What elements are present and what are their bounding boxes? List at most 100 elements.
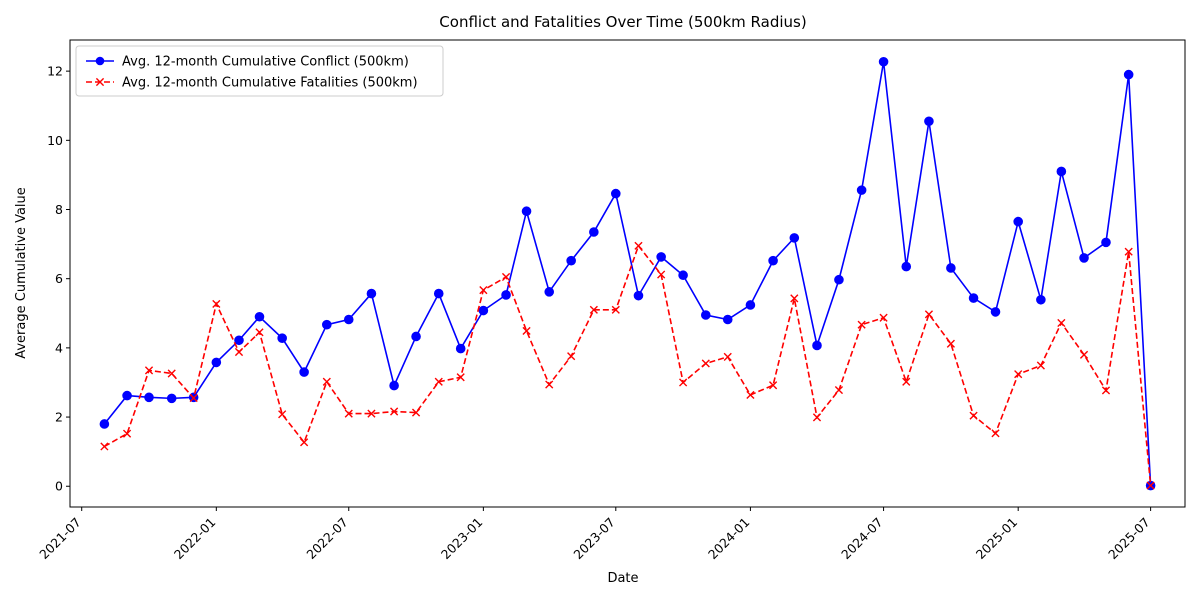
data-point-conflict xyxy=(768,255,778,266)
data-point-fatalities xyxy=(456,373,465,382)
data-point-conflict xyxy=(990,307,1001,317)
data-point-fatalities xyxy=(834,385,844,395)
data-point-fatalities xyxy=(411,408,421,417)
data-point-conflict xyxy=(433,288,444,299)
data-point-fatalities xyxy=(300,438,309,447)
data-point-conflict xyxy=(1079,253,1089,263)
data-point-conflict xyxy=(968,293,979,303)
data-point-fatalities xyxy=(812,413,822,422)
data-point-fatalities xyxy=(991,429,1000,438)
chart-title: Conflict and Fatalities Over Time (500km… xyxy=(439,13,806,31)
plot-frame xyxy=(69,39,1186,508)
data-point-conflict xyxy=(544,287,555,297)
y-tick-label: 4 xyxy=(55,340,63,355)
data-point-fatalities xyxy=(567,352,576,361)
data-point-fatalities xyxy=(969,411,978,420)
x-tick-label: 2024-01 xyxy=(705,515,753,563)
data-point-fatalities xyxy=(367,409,376,418)
data-point-conflict xyxy=(366,288,377,299)
data-point-conflict xyxy=(789,233,800,243)
data-point-fatalities xyxy=(434,377,443,386)
data-point-conflict xyxy=(277,333,287,343)
data-point-conflict xyxy=(589,227,599,237)
data-point-conflict xyxy=(389,380,399,391)
data-point-conflict xyxy=(1101,237,1111,248)
data-point-fatalities xyxy=(924,310,934,319)
plot-area: 0 2 4 6 8 10 12 2021-07 2022-01 2022-07 2023-01 202… xyxy=(36,39,1186,563)
data-point-conflict xyxy=(211,357,222,368)
data-point-fatalities xyxy=(144,366,154,375)
data-point-fatalities xyxy=(790,294,799,303)
x-tick-label: 2025-07 xyxy=(1105,515,1153,563)
data-point-conflict xyxy=(1013,216,1023,227)
data-point-fatalities xyxy=(768,381,778,390)
data-point-conflict xyxy=(254,311,265,322)
data-point-fatalities xyxy=(1101,386,1111,395)
data-point-fatalities xyxy=(701,359,710,368)
data-point-conflict xyxy=(501,290,511,300)
data-point-conflict xyxy=(656,252,666,262)
legend-marker-circle xyxy=(95,56,105,66)
data-point-conflict xyxy=(1036,294,1046,305)
data-point-fatalities xyxy=(501,272,511,282)
data-point-conflict xyxy=(343,314,354,325)
data-point-fatalities xyxy=(902,377,911,386)
x-tick-label: 2023-07 xyxy=(570,515,618,563)
data-point-conflict xyxy=(122,390,132,401)
data-point-fatalities xyxy=(234,347,244,357)
data-point-fatalities xyxy=(611,305,620,314)
data-point-conflict xyxy=(166,393,177,404)
data-point-fatalities xyxy=(634,241,643,250)
y-tick-label: 0 xyxy=(55,479,63,494)
legend-label-2: Avg. 12-month Cumulative Fatalities (500… xyxy=(122,76,418,91)
data-point-conflict xyxy=(1123,69,1134,80)
data-point-conflict xyxy=(834,274,844,285)
data-point-fatalities xyxy=(100,442,109,451)
data-point-conflict xyxy=(234,335,244,346)
data-point-fatalities xyxy=(1124,247,1133,256)
data-point-fatalities xyxy=(545,380,554,389)
data-point-fatalities xyxy=(679,378,688,387)
x-tick-label: 2025-01 xyxy=(973,515,1021,563)
y-tick-label: 2 xyxy=(55,410,63,425)
data-point-fatalities xyxy=(322,377,331,386)
y-axis-title: Average Cumulative Value xyxy=(14,187,29,359)
data-point-conflict xyxy=(700,310,711,320)
data-point-fatalities xyxy=(1079,350,1089,359)
data-point-conflict xyxy=(722,314,733,325)
data-point-conflict xyxy=(99,419,110,429)
data-point-fatalities xyxy=(344,409,353,418)
legend-box xyxy=(75,45,444,97)
data-point-fatalities xyxy=(857,320,866,329)
legend: Avg. 12-month Cumulative Conflict (500km… xyxy=(75,45,444,97)
data-point-fatalities xyxy=(1036,361,1045,370)
data-point-conflict xyxy=(633,290,644,301)
data-point-fatalities xyxy=(1014,370,1023,379)
data-point-conflict xyxy=(856,185,867,195)
data-point-conflict xyxy=(521,206,532,217)
data-point-conflict xyxy=(901,261,912,272)
data-point-conflict xyxy=(144,392,154,403)
data-point-fatalities xyxy=(1057,318,1066,328)
data-point-conflict xyxy=(566,255,576,266)
x-tick-label: 2021-07 xyxy=(36,515,84,563)
y-tick-label: 8 xyxy=(55,202,63,217)
data-point-fatalities xyxy=(255,328,264,337)
x-tick-label: 2023-01 xyxy=(438,515,486,563)
data-point-conflict xyxy=(924,116,934,127)
data-point-conflict xyxy=(478,305,489,316)
data-point-conflict xyxy=(1056,166,1067,177)
data-point-fatalities xyxy=(657,270,666,279)
x-tick-label: 2024-07 xyxy=(838,515,886,563)
series-line-2 xyxy=(103,244,1152,486)
data-point-conflict xyxy=(299,367,309,377)
data-point-fatalities xyxy=(1146,481,1155,490)
data-point-fatalities xyxy=(212,299,221,309)
data-point-conflict xyxy=(322,319,332,330)
data-point-fatalities xyxy=(122,429,132,438)
data-point-conflict xyxy=(455,343,466,354)
data-point-fatalities xyxy=(278,410,287,419)
data-point-conflict xyxy=(946,263,956,273)
x-tick-label: 2022-07 xyxy=(303,515,351,563)
